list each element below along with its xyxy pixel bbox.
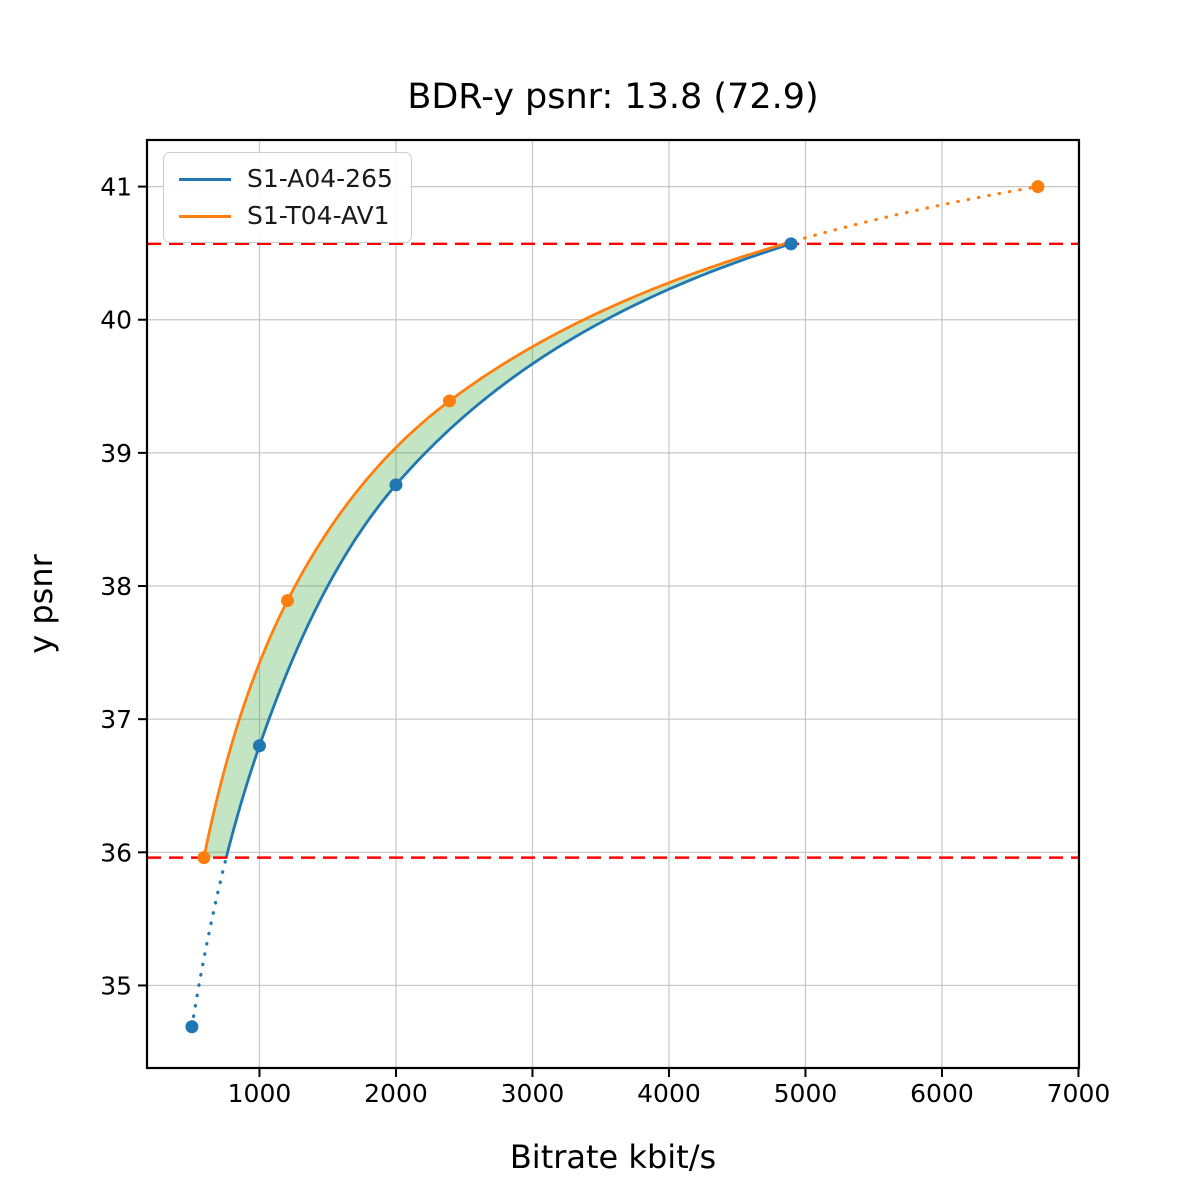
data-point-marker	[784, 237, 798, 251]
x-tick-label: 4000	[637, 1079, 701, 1108]
legend-entry: S1-T04-AV1	[179, 201, 393, 231]
data-point-marker	[1031, 180, 1045, 194]
y-tick-label: 40	[100, 306, 132, 335]
legend-label: S1-T04-AV1	[247, 201, 390, 230]
x-tick-label: 5000	[774, 1079, 838, 1108]
legend-line-sample	[179, 214, 231, 218]
legend: S1-A04-265 S1-T04-AV1	[163, 152, 412, 243]
axes-group: 1000 2000 3000 4000 5000 6000 7000 35 36 37 38 39 40…	[100, 138, 1111, 1108]
y-tick-label: 36	[100, 838, 132, 867]
y-tick-label: 38	[100, 572, 132, 601]
series-group	[190, 185, 1040, 1029]
grid-group	[147, 140, 1080, 1068]
legend-line-sample	[179, 177, 231, 181]
series-curve-extrapolated	[782, 185, 1040, 246]
data-point-marker	[442, 394, 456, 408]
markers-group	[185, 180, 1045, 1034]
legend-label: S1-A04-265	[247, 164, 393, 193]
x-tick-label: 2000	[364, 1079, 428, 1108]
data-point-marker	[280, 594, 294, 608]
x-tick-label: 6000	[910, 1079, 974, 1108]
series-curve-solid	[202, 242, 785, 858]
plot-border	[145, 138, 1081, 1070]
fill-group	[203, 243, 791, 858]
legend-entry: S1-A04-265	[179, 164, 393, 194]
y-tick-label: 37	[100, 705, 132, 734]
x-tick-label: 7000	[1047, 1079, 1111, 1108]
chart-title: BDR-y psnr: 13.8 (72.9)	[407, 77, 818, 117]
y-tick-label: 39	[100, 439, 132, 468]
y-axis-label: y psnr	[22, 553, 60, 653]
series-curve-solid	[224, 242, 792, 858]
x-axis-label: Bitrate kbit/s	[510, 1138, 716, 1176]
data-point-marker	[185, 1020, 199, 1034]
y-tick-label: 35	[100, 971, 132, 1000]
data-point-marker	[197, 851, 211, 865]
y-tick-label: 41	[100, 173, 132, 202]
data-point-marker	[389, 478, 403, 492]
x-tick-label: 3000	[501, 1079, 565, 1108]
series-curve-extrapolated	[190, 856, 228, 1029]
data-point-marker	[252, 739, 266, 753]
x-tick-label: 1000	[228, 1079, 292, 1108]
bounds-group	[147, 242, 1079, 859]
bd-shaded-region	[203, 243, 791, 858]
